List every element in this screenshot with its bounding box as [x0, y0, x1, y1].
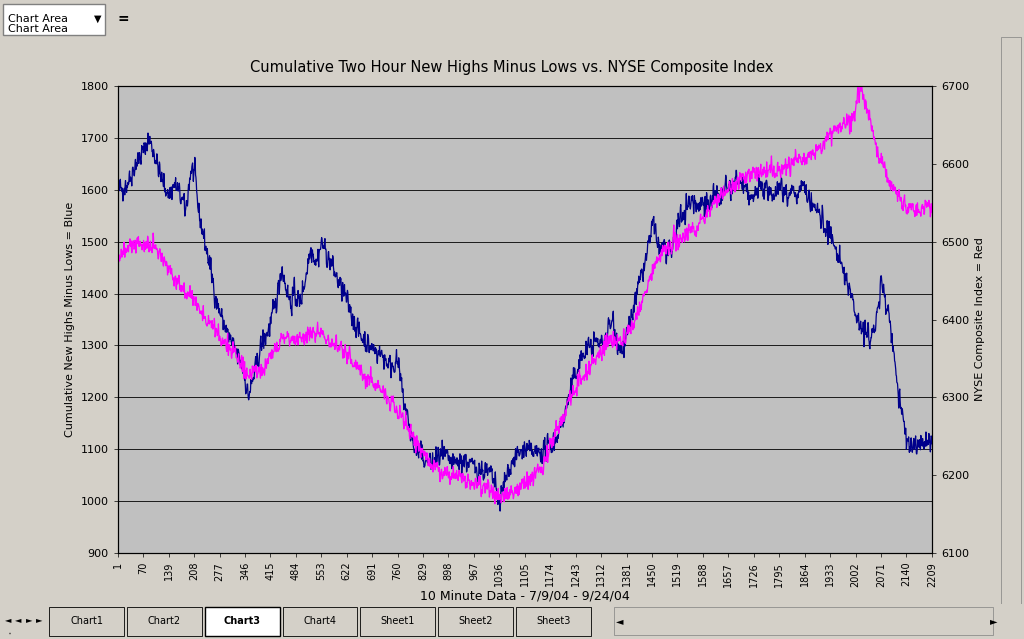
Text: Chart3: Chart3: [223, 617, 261, 626]
Text: ◄: ◄: [615, 617, 624, 626]
FancyBboxPatch shape: [3, 4, 105, 35]
FancyBboxPatch shape: [49, 607, 124, 636]
Text: Chart1: Chart1: [70, 617, 103, 626]
FancyBboxPatch shape: [438, 607, 513, 636]
Y-axis label: Cumulative New Highs Minus Lows = Blue: Cumulative New Highs Minus Lows = Blue: [66, 202, 75, 437]
FancyBboxPatch shape: [614, 607, 993, 635]
Text: ►: ►: [989, 617, 997, 626]
FancyBboxPatch shape: [1001, 37, 1022, 604]
X-axis label: 10 Minute Data - 7/9/04 - 9/24/04: 10 Minute Data - 7/9/04 - 9/24/04: [420, 589, 630, 603]
Text: ◄: ◄: [5, 615, 11, 624]
FancyBboxPatch shape: [127, 607, 202, 636]
Text: ▼: ▼: [94, 13, 101, 24]
FancyBboxPatch shape: [360, 607, 435, 636]
Text: ►: ►: [26, 615, 32, 624]
Text: =: =: [118, 12, 129, 26]
Text: Sheet3: Sheet3: [537, 617, 570, 626]
Text: ►: ►: [36, 615, 42, 624]
Text: Sheet2: Sheet2: [459, 617, 493, 626]
Y-axis label: NYSE Composite Index = Red: NYSE Composite Index = Red: [975, 238, 984, 401]
Text: Chart4: Chart4: [303, 617, 337, 626]
Text: Chart2: Chart2: [147, 617, 181, 626]
Text: Chart Area: Chart Area: [8, 24, 69, 34]
Text: Cumulative Two Hour New Highs Minus Lows vs. NYSE Composite Index: Cumulative Two Hour New Highs Minus Lows…: [250, 59, 774, 75]
FancyBboxPatch shape: [516, 607, 591, 636]
Text: Sheet1: Sheet1: [381, 617, 415, 626]
Text: ◄: ◄: [15, 615, 22, 624]
Text: Chart Area: Chart Area: [8, 13, 69, 24]
FancyBboxPatch shape: [205, 607, 280, 636]
FancyBboxPatch shape: [283, 607, 357, 636]
